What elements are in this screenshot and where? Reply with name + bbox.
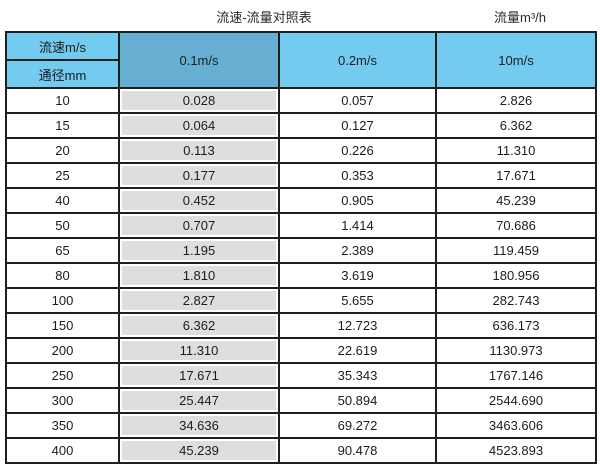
table-row: 250 17.671 35.343 1767.146 [5, 362, 597, 389]
flow-cell: 50.894 [278, 387, 437, 414]
flow-cell: 69.272 [278, 412, 437, 439]
flow-cell: 1.810 [118, 262, 280, 289]
flow-cell: 0.127 [278, 112, 437, 139]
flow-cell: 25.447 [118, 387, 280, 414]
flow-cell: 17.671 [435, 162, 597, 189]
flow-cell: 70.686 [435, 212, 597, 239]
table-row: 65 1.195 2.389 119.459 [5, 237, 597, 264]
diameter-cell: 20 [5, 137, 120, 164]
flow-cell: 45.239 [118, 437, 280, 464]
flow-cell: 0.905 [278, 187, 437, 214]
velocity-header-0-1: 0.1m/s [118, 31, 280, 89]
flow-cell: 119.459 [435, 237, 597, 264]
table-row: 20 0.113 0.226 11.310 [5, 137, 597, 164]
flow-cell: 2.389 [278, 237, 437, 264]
diameter-cell: 80 [5, 262, 120, 289]
table-row: 300 25.447 50.894 2544.690 [5, 387, 597, 414]
table-row: 400 45.239 90.478 4523.893 [5, 437, 597, 464]
flow-cell: 90.478 [278, 437, 437, 464]
flow-cell: 0.707 [118, 212, 280, 239]
flow-cell: 0.452 [118, 187, 280, 214]
diameter-cell: 400 [5, 437, 120, 464]
flow-cell: 3463.606 [435, 412, 597, 439]
table-title: 流速-流量对照表 [216, 10, 312, 25]
flow-cell: 0.057 [278, 87, 437, 114]
header-row-bottom: 通径mm [5, 59, 596, 89]
velocity-header-10: 10m/s [435, 31, 597, 89]
flow-rate-table: 流速m/s 0.1m/s 0.2m/s 10m/s 通径mm 10 0.028 … [5, 31, 597, 464]
flow-cell: 6.362 [435, 112, 597, 139]
diameter-cell: 350 [5, 412, 120, 439]
flow-cell: 1.195 [118, 237, 280, 264]
diameter-cell: 25 [5, 162, 120, 189]
table-row: 15 0.064 0.127 6.362 [5, 112, 597, 139]
title-bar: 流速-流量对照表 流量m³/h [0, 0, 600, 31]
table-row: 350 34.636 69.272 3463.606 [5, 412, 597, 439]
diameter-cell: 150 [5, 312, 120, 339]
flow-cell: 5.655 [278, 287, 437, 314]
diameter-cell: 15 [5, 112, 120, 139]
flow-cell: 6.362 [118, 312, 280, 339]
flow-cell: 2544.690 [435, 387, 597, 414]
diameter-cell: 40 [5, 187, 120, 214]
flow-cell: 0.177 [118, 162, 280, 189]
flow-cell: 0.028 [118, 87, 280, 114]
flow-cell: 11.310 [118, 337, 280, 364]
flow-cell: 0.064 [118, 112, 280, 139]
diameter-cell: 250 [5, 362, 120, 389]
flow-cell: 11.310 [435, 137, 597, 164]
flow-cell: 636.173 [435, 312, 597, 339]
velocity-header-0-2: 0.2m/s [278, 31, 437, 89]
flow-cell: 2.826 [435, 87, 597, 114]
flow-cell: 17.671 [118, 362, 280, 389]
flow-cell: 35.343 [278, 362, 437, 389]
flow-cell: 180.956 [435, 262, 597, 289]
flow-cell: 0.113 [118, 137, 280, 164]
table-row: 25 0.177 0.353 17.671 [5, 162, 597, 189]
flow-cell: 282.743 [435, 287, 597, 314]
diameter-cell: 100 [5, 287, 120, 314]
table-row: 80 1.810 3.619 180.956 [5, 262, 597, 289]
flow-cell: 4523.893 [435, 437, 597, 464]
table-row: 150 6.362 12.723 636.173 [5, 312, 597, 339]
flow-cell: 12.723 [278, 312, 437, 339]
diameter-cell: 300 [5, 387, 120, 414]
table-row: 200 11.310 22.619 1130.973 [5, 337, 597, 364]
flow-cell: 1767.146 [435, 362, 597, 389]
flow-cell: 2.827 [118, 287, 280, 314]
flow-unit-label: 流量m³/h [494, 10, 547, 25]
header-row-top: 流速m/s 0.1m/s 0.2m/s 10m/s [5, 31, 597, 89]
flow-cell: 0.226 [278, 137, 437, 164]
table-row: 40 0.452 0.905 45.239 [5, 187, 597, 214]
flow-cell: 34.636 [118, 412, 280, 439]
corner-cell-diameter: 通径mm [5, 59, 120, 89]
table-row: 100 2.827 5.655 282.743 [5, 287, 597, 314]
diameter-cell: 50 [5, 212, 120, 239]
flow-cell: 1.414 [278, 212, 437, 239]
diameter-cell: 200 [5, 337, 120, 364]
flow-cell: 0.353 [278, 162, 437, 189]
table-row: 50 0.707 1.414 70.686 [5, 212, 597, 239]
flow-cell: 22.619 [278, 337, 437, 364]
flow-cell: 1130.973 [435, 337, 597, 364]
flow-cell: 3.619 [278, 262, 437, 289]
corner-cell-velocity: 流速m/s [5, 31, 120, 61]
table-row: 10 0.028 0.057 2.826 [5, 87, 597, 114]
diameter-cell: 10 [5, 87, 120, 114]
flow-cell: 45.239 [435, 187, 597, 214]
diameter-cell: 65 [5, 237, 120, 264]
